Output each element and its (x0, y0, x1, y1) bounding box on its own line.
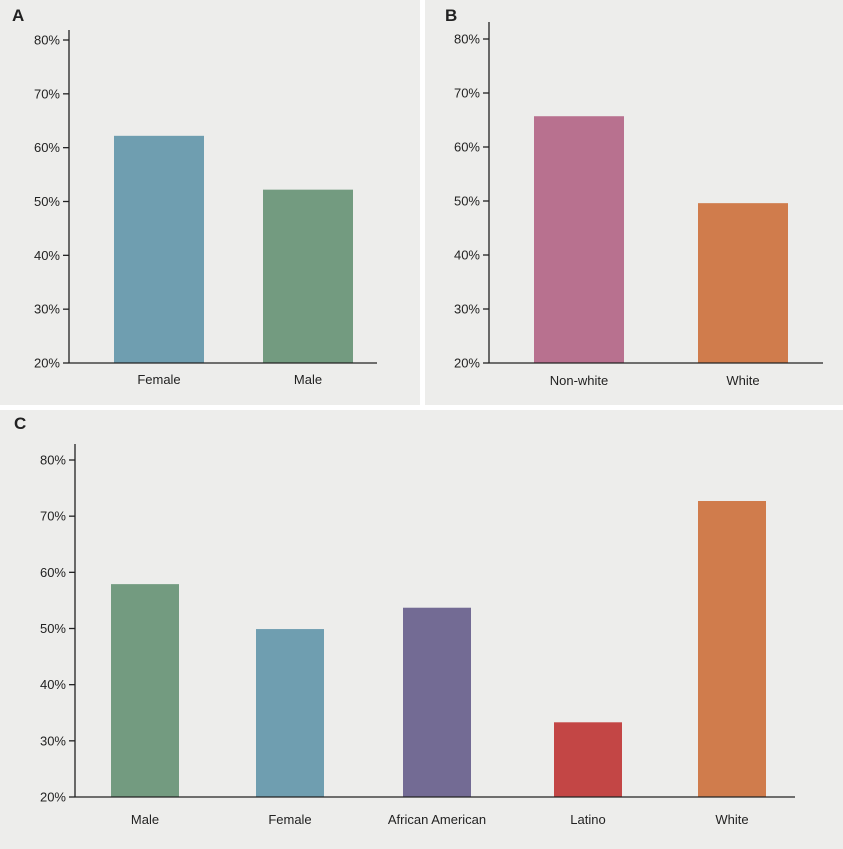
bar-chart-b: 20% 30% 40% 50% 60% 70% 80% Non-white White (454, 22, 823, 388)
y-tick-label: 60% (34, 140, 60, 155)
y-tick-label: 40% (454, 248, 480, 263)
y-tick-label: 50% (34, 194, 60, 209)
bar-white (698, 203, 788, 363)
bar-non-white (534, 116, 624, 363)
y-tick-label: 20% (454, 356, 480, 371)
y-tick-label: 70% (454, 86, 480, 101)
chart-panel-a: A 20% 30% 40% 50% 60% 70% 80% Female Male (0, 0, 420, 405)
x-tick-label: White (715, 812, 748, 827)
x-tick-label: Female (268, 812, 311, 827)
bar-male (111, 584, 179, 797)
bar-chart-c: 20% 30% 40% 50% 60% 70% 80% Male Female African A… (40, 444, 795, 827)
bar-african-american (403, 607, 471, 797)
y-tick-label: 80% (454, 32, 480, 47)
y-tick-label: 20% (40, 790, 66, 805)
x-tick-label: Male (294, 372, 322, 387)
x-tick-label: Male (131, 812, 159, 827)
chart-panel-b: B 20% 30% 40% 50% 60% 70% 80% Non-white White (425, 0, 843, 405)
y-tick-label: 40% (40, 677, 66, 692)
y-tick-label: 70% (40, 509, 66, 524)
y-tick-label: 30% (40, 733, 66, 748)
y-tick-label: 50% (454, 194, 480, 209)
panel-label: A (12, 6, 25, 25)
chart-panel-c: C 20% 30% 40% 50% 60% 70% 80% Male Female African… (0, 410, 843, 849)
x-tick-label: Female (137, 372, 180, 387)
y-tick-label: 70% (34, 86, 60, 101)
y-tick-label: 80% (40, 453, 66, 468)
panel-label: C (14, 414, 27, 433)
y-tick-label: 80% (34, 33, 60, 48)
bar-female (256, 629, 324, 797)
bar-chart-a: 20% 30% 40% 50% 60% 70% 80% Female Male (34, 30, 377, 387)
y-tick-label: 20% (34, 356, 60, 371)
x-tick-label: African American (388, 812, 486, 827)
bar-male (263, 189, 353, 363)
bar-female (114, 135, 204, 363)
x-tick-label: Latino (570, 812, 605, 827)
x-tick-label: White (726, 373, 759, 388)
y-tick-label: 60% (40, 565, 66, 580)
y-tick-label: 50% (40, 621, 66, 636)
y-tick-label: 60% (454, 140, 480, 155)
panel-label: B (445, 6, 458, 25)
x-tick-label: Non-white (550, 373, 609, 388)
bar-latino (554, 722, 622, 797)
y-tick-label: 30% (34, 302, 60, 317)
y-tick-label: 30% (454, 302, 480, 317)
bar-white (698, 501, 766, 797)
y-tick-label: 40% (34, 248, 60, 263)
